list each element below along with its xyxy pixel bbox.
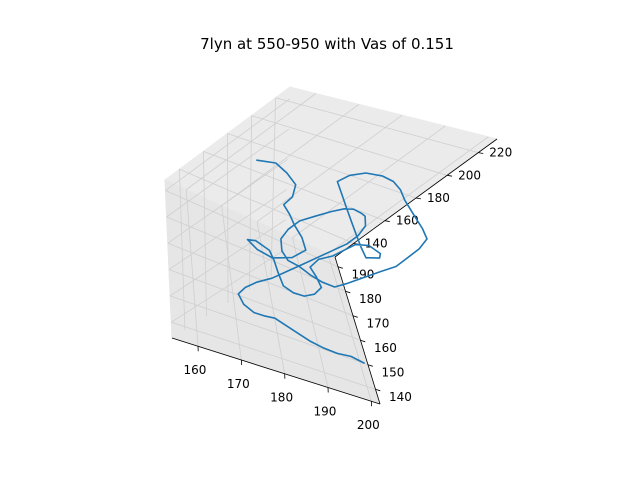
- z-grid-left: [270, 97, 276, 277]
- x-tick-label: 180: [270, 391, 293, 405]
- z-grid-back: [227, 133, 417, 199]
- y-grid-floor: [168, 269, 361, 341]
- y-tick-mark: [360, 339, 366, 343]
- y-tick-label: 140: [389, 390, 412, 404]
- z-axis-ticks: 140 160 180 200 220: [353, 146, 512, 250]
- y-tick-label: 160: [374, 341, 397, 355]
- chart-title: 7lyn at 550-950 with Vas of 0.151: [200, 35, 454, 53]
- y-grid-floor: [165, 190, 339, 268]
- x-grid-floor: [327, 253, 372, 402]
- z-tick-mark: [447, 174, 453, 177]
- z-grid-back: [251, 115, 448, 176]
- x-grid-floor: [292, 237, 329, 388]
- z-grid-left: [227, 133, 229, 304]
- x-axis-ticks: 160 170 180 190 200: [184, 346, 380, 432]
- z-tick-mark: [415, 197, 421, 200]
- y-tick-label: 170: [367, 316, 390, 330]
- y-axis-line: [334, 256, 381, 405]
- axes-panes: [164, 85, 499, 405]
- x-tick-label: 160: [184, 363, 207, 377]
- x-grid-floor: [185, 189, 199, 347]
- z-grid-back: [275, 97, 479, 154]
- y-tick-label: 180: [359, 292, 382, 306]
- z-tick-mark: [478, 152, 484, 154]
- axes-grid: [165, 93, 489, 402]
- x-tick-label: 170: [227, 377, 250, 391]
- z-tick-label: 180: [427, 191, 450, 205]
- series-line: [237, 159, 428, 364]
- x-tick-label: 200: [357, 418, 380, 432]
- z-grid-back: [179, 168, 354, 244]
- y-tick-label: 150: [382, 365, 405, 379]
- z-tick-label: 200: [458, 168, 481, 182]
- y-tick-mark: [367, 364, 373, 367]
- x-grid-floor: [256, 221, 286, 374]
- z-tick-label: 160: [396, 214, 419, 228]
- z-tick-label: 140: [365, 236, 388, 250]
- y-tick-mark: [337, 266, 343, 269]
- y-grid-floor: [171, 321, 376, 390]
- series-group: [237, 159, 428, 364]
- z-tick-mark: [384, 220, 390, 222]
- y-grid-floor: [167, 242, 354, 317]
- x-axis-line: [171, 337, 381, 405]
- y-axis-ticks: 140 150 160 170 180 190: [337, 266, 412, 404]
- y-tick-mark: [352, 315, 358, 318]
- x-tick-label: 190: [314, 404, 337, 418]
- z-tick-label: 220: [489, 146, 512, 160]
- y-tick-mark: [375, 388, 381, 392]
- z-grid-left: [249, 115, 252, 290]
- y-tick-label: 190: [352, 267, 375, 281]
- z-grid-left: [203, 151, 207, 317]
- y-tick-mark: [345, 290, 351, 294]
- z-grid-left: [179, 169, 186, 330]
